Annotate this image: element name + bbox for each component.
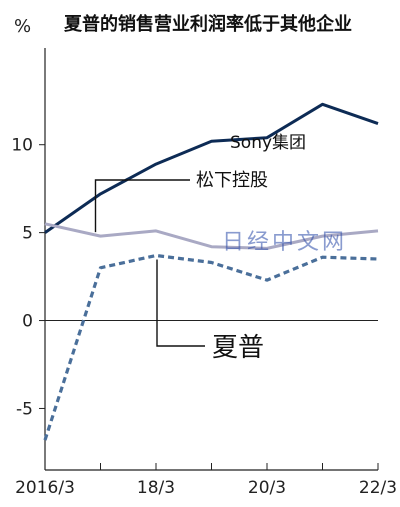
axes: [39, 48, 379, 471]
x-tick-label: 20/3: [248, 478, 286, 498]
y-tick-label: 10: [11, 136, 33, 156]
series-lines: [43, 102, 379, 441]
leader-line-panasonic: [94, 179, 190, 233]
series-label-sony: Sony集团: [230, 133, 306, 153]
y-tick-label: 5: [22, 224, 33, 244]
unit-label: %: [14, 16, 31, 37]
tick-labels: -5 0 5 10 2016/3 18/3 20/3 22/3: [11, 136, 397, 498]
leader-line-sharp: [156, 259, 205, 347]
series-line-0: [44, 102, 379, 234]
x-tick-label: 18/3: [137, 478, 175, 498]
chart-title: 夏普的销售营业利润率低于其他企业: [64, 13, 352, 35]
y-tick-label: -5: [16, 399, 33, 419]
x-tick-label: 22/3: [359, 478, 397, 498]
series-line-2: [43, 253, 379, 441]
series-line-1: [44, 222, 379, 250]
series-label-sharp: 夏普: [212, 333, 264, 363]
y-tick-label: 0: [22, 312, 33, 332]
x-tick-label: 2016/3: [15, 478, 75, 498]
watermark: 日经中文网: [222, 230, 347, 255]
series-label-panasonic: 松下控股: [196, 170, 268, 191]
